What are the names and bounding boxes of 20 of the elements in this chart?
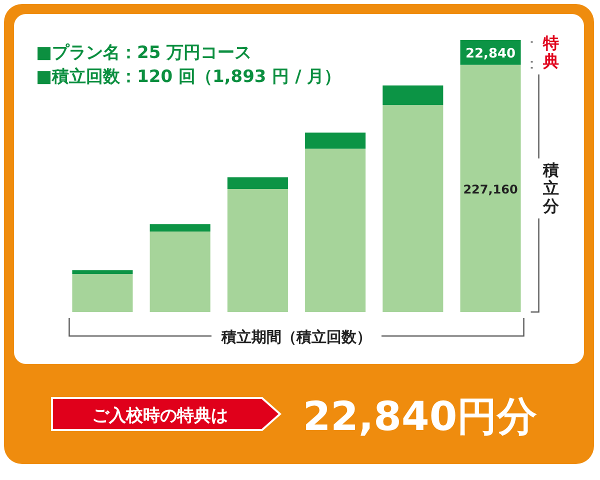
text: 22,840円分 [302, 394, 538, 440]
bar [382, 85, 444, 106]
bar [305, 132, 366, 149]
bar [150, 224, 210, 232]
bar [150, 232, 210, 312]
text: ご入校時の特典は [92, 406, 228, 426]
data-label: 227,160 [463, 182, 518, 196]
bar [72, 270, 133, 274]
bar [227, 177, 288, 189]
annotation: ■積立回数：120 回（1,893 円 / 月） [36, 67, 342, 87]
text: 特典 [542, 33, 559, 70]
bar [72, 274, 133, 312]
annotation: ■プラン名：25 万円コース [36, 43, 252, 63]
bar [305, 148, 366, 312]
bar [460, 64, 521, 312]
bar [227, 189, 288, 312]
data-label: 22,840 [465, 46, 516, 62]
text: 積立期間（積立回数） [220, 328, 372, 346]
bar [382, 105, 444, 312]
text: 積立分 [542, 160, 560, 216]
